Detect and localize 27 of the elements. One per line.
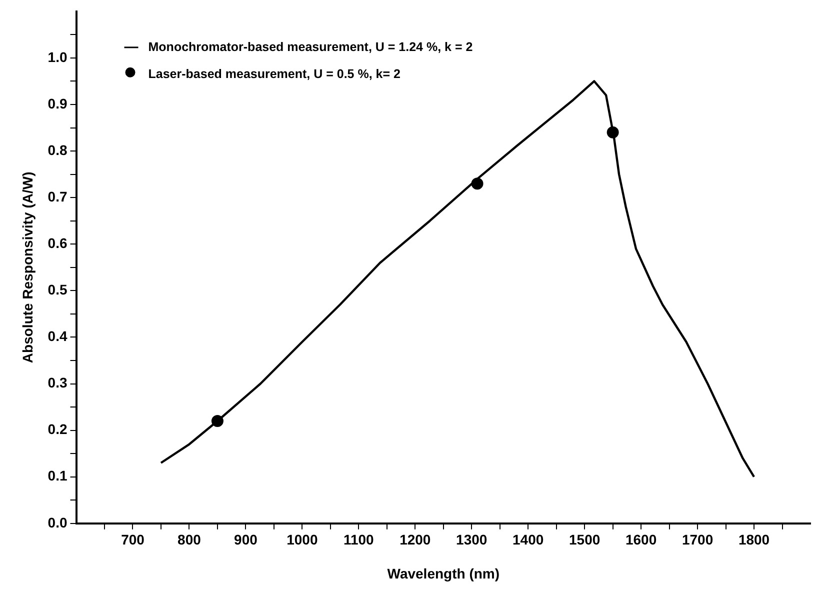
y-tick-label: 0.3 [48, 374, 68, 391]
y-tick-label: 0.9 [48, 95, 68, 112]
x-tick-label: 1400 [512, 532, 544, 548]
legend-label: Monochromator-based measurement, U = 1.24 %, k = 2 [148, 40, 473, 54]
x-tick-label: 1700 [682, 532, 714, 548]
x-tick-label: 1600 [625, 532, 657, 548]
x-tick-label: 1100 [343, 532, 374, 548]
y-tick-label: 1.0 [48, 48, 68, 65]
x-tick-label: 1000 [286, 532, 318, 548]
y-tick-label: 0.1 [48, 468, 68, 484]
y-tick-label: 0.2 [48, 421, 68, 438]
y-tick-label: 0.8 [48, 142, 68, 158]
y-tick-label: 0.5 [48, 282, 68, 298]
y-axis-title: Absolute Responsivity (A/W) [19, 172, 36, 364]
y-tick-label: 0.0 [48, 514, 68, 530]
y-tick-label: 0.4 [48, 328, 68, 344]
x-tick-label: 1200 [400, 532, 431, 548]
x-tick-label: 900 [234, 532, 258, 548]
x-axis-title: Wavelength (nm) [387, 565, 500, 582]
x-tick-label: 800 [178, 532, 202, 548]
x-tick-label: 700 [121, 532, 145, 548]
y-tick-label: 0.6 [48, 234, 68, 251]
x-tick-label: 1500 [569, 532, 600, 548]
x-tick-label: 1300 [456, 532, 488, 548]
legend-label: Laser-based measurement, U = 0.5 %, k= 2 [148, 66, 401, 81]
x-tick-label: 1800 [738, 532, 770, 548]
y-tick-label: 0.7 [48, 188, 68, 204]
